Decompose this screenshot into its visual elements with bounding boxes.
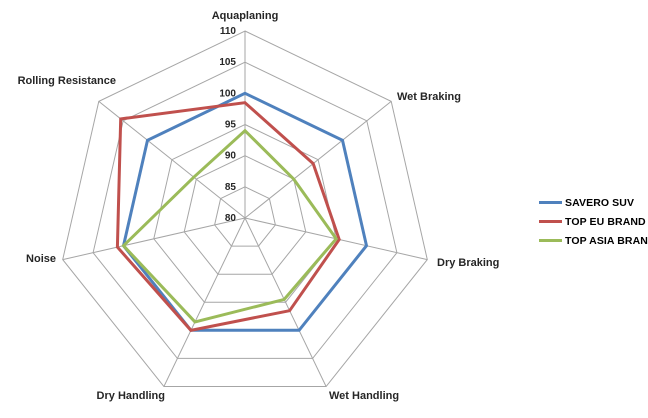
axis-label-dry-braking: Dry Braking: [437, 257, 499, 269]
legend-item-top-eu-brand: TOP EU BRAND: [539, 215, 648, 228]
axis-spoke-rolling-resistance: [98, 101, 246, 219]
tick-label-100: 100: [219, 88, 236, 99]
grid-ring-90: [183, 155, 307, 275]
legend-label-top-eu-brand: TOP EU BRAND: [565, 215, 646, 228]
legend-item-top-asia-brand: TOP ASIA BRAND: [539, 234, 648, 247]
legend-label-savero-suv: SAVERO SUV: [565, 196, 635, 209]
series-line-top-asia-brand: [121, 128, 339, 324]
legend-label-top-asia-brand: TOP ASIA BRAND: [565, 234, 648, 247]
axis-label-noise: Noise: [26, 253, 56, 265]
tick-label-105: 105: [219, 57, 236, 68]
grid-ring-110: [62, 30, 428, 387]
axis-spoke-noise: [62, 217, 246, 261]
series-line-savero-suv: [121, 91, 369, 332]
legend-item-savero-suv: SAVERO SUV: [539, 196, 648, 209]
axis-label-wet-handling: Wet Handling: [329, 390, 399, 402]
grid-ring-85: [214, 186, 276, 247]
tick-label-95: 95: [225, 120, 237, 131]
legend-swatch-savero-suv: [539, 201, 562, 204]
tick-label-110: 110: [220, 26, 237, 37]
legend-swatch-top-eu-brand: [539, 220, 562, 223]
axis-spoke-wet-handling: [244, 217, 327, 387]
legend-swatch-top-asia-brand: [539, 239, 562, 242]
axis-label-dry-handling: Dry Handling: [97, 390, 165, 402]
axis-label-rolling-resistance: Rolling Resistance: [18, 75, 116, 87]
axis-spoke-wet-braking: [244, 101, 392, 219]
series-line-top-eu-brand: [115, 101, 341, 332]
grid-ring-105: [92, 61, 398, 359]
axis-label-aquaplaning: Aquaplaning: [212, 10, 279, 22]
axis-label-wet-braking: Wet Braking: [397, 91, 461, 103]
tick-label-80: 80: [225, 213, 237, 224]
axis-spoke-dry-handling: [163, 217, 246, 387]
grid-ring-95: [153, 123, 337, 303]
tick-label-85: 85: [225, 182, 237, 193]
tick-label-90: 90: [225, 151, 237, 162]
legend: SAVERO SUV TOP EU BRAND TOP ASIA BRAND: [539, 196, 648, 247]
